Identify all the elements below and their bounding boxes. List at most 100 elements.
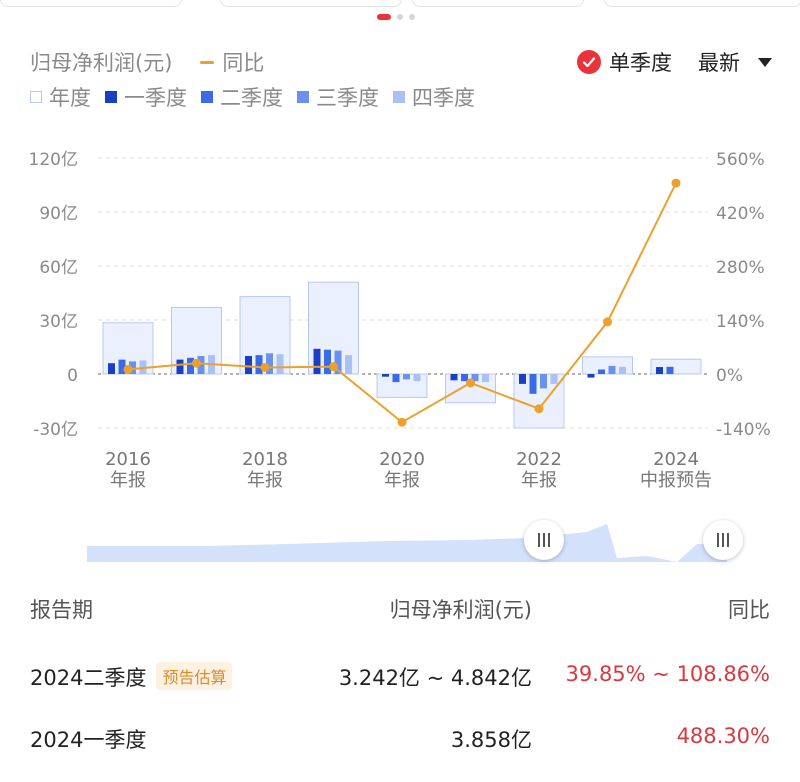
x-tick-sub: 中报预告: [640, 470, 712, 491]
single-quarter-toggle[interactable]: 单季度: [609, 51, 672, 75]
legend-label: 二季度: [220, 86, 283, 110]
quarter-bar: [403, 374, 410, 380]
top-card-left[interactable]: [0, 0, 182, 7]
legend-swatch: [297, 91, 309, 103]
quarter-bar: [187, 357, 194, 374]
y-right-tick-label: 420%: [716, 204, 765, 224]
legend-label: 四季度: [412, 86, 475, 110]
row-profit: 3.242亿 ~ 4.842亿: [338, 666, 532, 690]
row-profit: 3.858亿: [450, 728, 532, 752]
carousel-dot[interactable]: [409, 14, 415, 20]
quarter-bar: [334, 350, 342, 374]
x-tick-year: 2018: [242, 449, 288, 470]
header-profit: 归母净利润(元): [389, 598, 532, 622]
yoy-line-swatch: [200, 60, 215, 64]
top-card-middle-left[interactable]: [220, 0, 402, 7]
quarter-bar: [450, 374, 458, 381]
quarter-bar: [382, 374, 389, 377]
legend-item-annual[interactable]: 年度: [30, 82, 91, 112]
top-card-middle-right[interactable]: [412, 0, 584, 7]
quarter-bar: [608, 365, 616, 374]
caret-down-icon[interactable]: [758, 57, 772, 67]
x-tick-sub: 年报: [384, 470, 420, 491]
header-yoy: 同比: [728, 598, 770, 622]
legend-label: 三季度: [316, 86, 379, 110]
row-yoy: 39.85% ~ 108.86%: [565, 662, 770, 686]
quarter-bar: [266, 353, 273, 374]
yoy-point: [603, 317, 612, 327]
carousel-dots: [377, 14, 415, 20]
chart-title: 归母净利润(元): [30, 51, 173, 75]
carousel-dot-active[interactable]: [377, 14, 391, 20]
yoy-point: [671, 178, 681, 188]
y-left-tick-label: -30亿: [33, 420, 78, 440]
legend-item-q3[interactable]: 三季度: [297, 82, 379, 112]
quarter-bar: [656, 367, 663, 374]
table-header-row: 报告期 归母净利润(元) 同比: [30, 594, 770, 634]
table-row[interactable]: 2024一季度 3.858亿 488.30%: [30, 724, 770, 764]
y-left-tick-label: 120亿: [29, 150, 78, 170]
checkmark-icon[interactable]: [577, 50, 601, 74]
quarter-bar: [413, 374, 421, 382]
y-right-tick-label: 0%: [716, 366, 743, 386]
quarter-bar: [550, 374, 558, 384]
y-right-tick-label: 280%: [716, 258, 765, 278]
period-text: 2024一季度: [30, 728, 147, 752]
quarter-bar: [519, 374, 526, 384]
quarter-bar: [276, 354, 284, 374]
x-tick-sub: 年报: [247, 470, 283, 491]
legend-label: 一季度: [124, 86, 187, 110]
x-tick-sub: 年报: [110, 470, 146, 491]
row-yoy: 488.30%: [676, 724, 770, 748]
sort-dropdown[interactable]: 最新: [698, 51, 740, 75]
quarter-bar: [255, 355, 263, 374]
quarter-bar: [197, 356, 205, 374]
quarter-bar: [598, 369, 605, 374]
y-right-tick-label: 140%: [716, 312, 765, 332]
carousel-dot[interactable]: [397, 14, 403, 20]
quarter-bar: [540, 374, 547, 389]
legend-item-q4[interactable]: 四季度: [393, 82, 475, 112]
annual-bar: [650, 358, 702, 375]
grip-lines-icon: [538, 533, 550, 547]
quarter-bar: [324, 349, 331, 374]
quarter-bar: [118, 359, 126, 374]
chart-controls: 单季度 最新: [577, 47, 772, 77]
quarter-bar: [666, 366, 674, 374]
legend-swatch: [105, 91, 117, 103]
quarter-bar: [245, 356, 252, 374]
quarter-bar: [176, 359, 184, 374]
navigator-overview-area: [87, 524, 727, 562]
legend-item-q2[interactable]: 二季度: [201, 82, 283, 112]
quarter-bar: [587, 374, 595, 378]
y-right-tick-label: -140%: [716, 420, 771, 440]
quarter-bar: [313, 348, 321, 374]
top-card-right[interactable]: [604, 0, 800, 7]
quarter-bar: [461, 374, 468, 382]
y-left-tick-label: 0: [67, 366, 78, 386]
quarter-bar: [108, 363, 115, 374]
y-left-tick-label: 60亿: [39, 258, 78, 278]
quarter-bar: [471, 374, 479, 382]
range-navigator[interactable]: [78, 520, 746, 564]
header-period: 报告期: [30, 598, 93, 622]
yoy-point: [534, 404, 544, 414]
profit-chart[interactable]: 120亿 90亿 60亿 30亿 0 -30亿 560% 420% 280% 140% 0% -140…: [0, 140, 800, 500]
navigator-left-handle[interactable]: [524, 520, 564, 560]
yoy-point: [397, 417, 407, 427]
y-left-tick-label: 30亿: [39, 312, 78, 332]
quarter-bar: [392, 374, 400, 383]
legend-item-q1[interactable]: 一季度: [105, 82, 187, 112]
table-row[interactable]: 2024二季度 预告估算 3.242亿 ~ 4.842亿 39.85% ~ 108…: [30, 662, 770, 702]
x-tick-year: 2016: [105, 449, 151, 470]
legend-swatch: [30, 91, 42, 103]
quarter-bar: [482, 374, 489, 383]
quarter-bar: [129, 361, 136, 374]
quarter-bar: [345, 355, 352, 374]
x-tick-year: 2020: [379, 449, 425, 470]
y-left-tick-label: 90亿: [39, 204, 78, 224]
x-tick-year: 2022: [516, 449, 562, 470]
estimate-badge: 预告估算: [156, 662, 233, 690]
navigator-right-handle[interactable]: [703, 520, 743, 560]
yoy-point: [466, 378, 475, 388]
